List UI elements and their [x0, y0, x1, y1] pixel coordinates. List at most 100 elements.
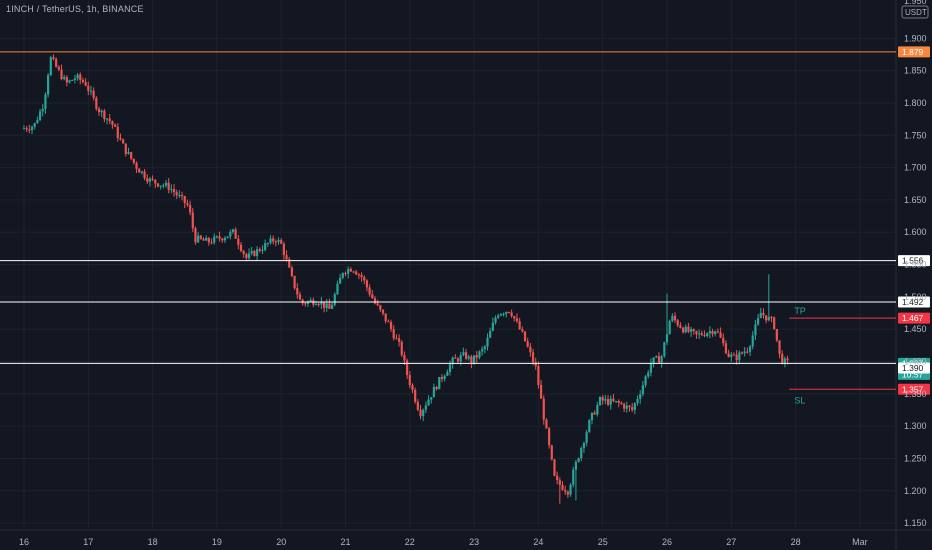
candle	[245, 252, 248, 262]
candle	[293, 275, 296, 290]
candle	[537, 361, 540, 389]
x-tick-label: 17	[83, 537, 93, 547]
level-label-bg	[898, 383, 930, 395]
candle	[556, 471, 559, 485]
candle	[36, 116, 39, 124]
candle-body	[644, 376, 647, 386]
candle-body	[561, 484, 564, 490]
price-axis[interactable]: 1.150 1.200 1.250 1.300 1.350 1.400 1.450 1.500…	[901, 0, 929, 528]
candle-body	[339, 277, 342, 284]
candle-body	[593, 412, 596, 415]
candle-body	[521, 329, 524, 332]
candle-body	[108, 118, 111, 122]
candle	[127, 147, 130, 155]
candle	[296, 283, 299, 299]
candle-body	[598, 397, 602, 406]
candle-body	[33, 123, 36, 127]
candle	[381, 309, 385, 316]
candle	[344, 271, 347, 277]
candle-body	[775, 328, 778, 341]
candle	[360, 272, 363, 282]
candle-body	[451, 357, 454, 365]
candle	[539, 379, 543, 399]
candle	[585, 429, 588, 447]
y-tick-label: 1.550	[904, 260, 927, 270]
candle	[205, 235, 208, 241]
candle-body	[435, 386, 438, 390]
candle-body	[384, 313, 387, 322]
candle-body	[167, 182, 170, 190]
candle	[135, 161, 138, 173]
candle	[41, 104, 44, 117]
candle	[221, 237, 224, 243]
candle-body	[194, 228, 197, 243]
candle-body	[590, 412, 594, 420]
candle-body	[304, 303, 307, 305]
candle	[470, 354, 473, 369]
candle	[588, 418, 591, 433]
candle-body	[585, 432, 588, 443]
candle	[237, 234, 240, 250]
candle	[397, 334, 401, 347]
candle-body	[81, 80, 85, 83]
candle	[146, 174, 149, 184]
candle-body	[687, 326, 690, 332]
candle-body	[566, 491, 569, 495]
level-label-bg	[898, 255, 930, 267]
y-tick-label: 1.700	[904, 163, 927, 173]
candle-body	[68, 80, 71, 83]
candle	[352, 270, 355, 274]
candle-body	[266, 243, 269, 245]
candle-body	[92, 90, 95, 98]
candle-body	[614, 400, 618, 402]
candle	[478, 350, 481, 360]
candle-body	[87, 85, 90, 91]
candle-body	[740, 352, 744, 354]
candle	[574, 459, 578, 501]
candle	[194, 226, 197, 245]
candle	[738, 350, 741, 365]
candle	[207, 236, 210, 246]
candle-body	[497, 315, 500, 318]
candle	[250, 246, 253, 256]
candle-body	[440, 377, 444, 379]
candle-body	[183, 196, 186, 204]
candle	[132, 158, 135, 165]
x-tick-label: 22	[405, 537, 415, 547]
candle	[210, 238, 213, 245]
candle-body	[293, 275, 296, 289]
candle-body	[76, 74, 79, 79]
candle	[545, 418, 548, 429]
candle	[612, 393, 615, 403]
candle-body	[679, 325, 682, 328]
candle	[708, 326, 711, 339]
candle-body	[558, 479, 561, 485]
candle	[277, 237, 280, 245]
candle	[162, 183, 165, 189]
candle	[183, 195, 186, 209]
annotations: TP SL	[794, 306, 806, 405]
candle-body	[432, 386, 436, 398]
candle	[606, 395, 610, 407]
candle	[553, 458, 556, 477]
candle-body	[408, 375, 411, 386]
candle	[714, 330, 717, 337]
candle	[593, 410, 596, 415]
candle	[641, 380, 644, 397]
candle	[483, 345, 486, 354]
candle	[623, 402, 626, 413]
candle-body	[746, 351, 749, 353]
candle	[558, 477, 561, 504]
candle	[414, 387, 417, 404]
candle-body	[743, 351, 746, 354]
candle	[288, 257, 291, 268]
candle-body	[320, 301, 323, 305]
candle	[89, 85, 93, 96]
candle-body	[526, 341, 529, 347]
time-axis[interactable]: 16 17 18 19 20 21 22 23 24 25 26 27 28 Mar	[19, 537, 868, 547]
candle-body	[387, 321, 390, 323]
candle	[55, 57, 58, 68]
